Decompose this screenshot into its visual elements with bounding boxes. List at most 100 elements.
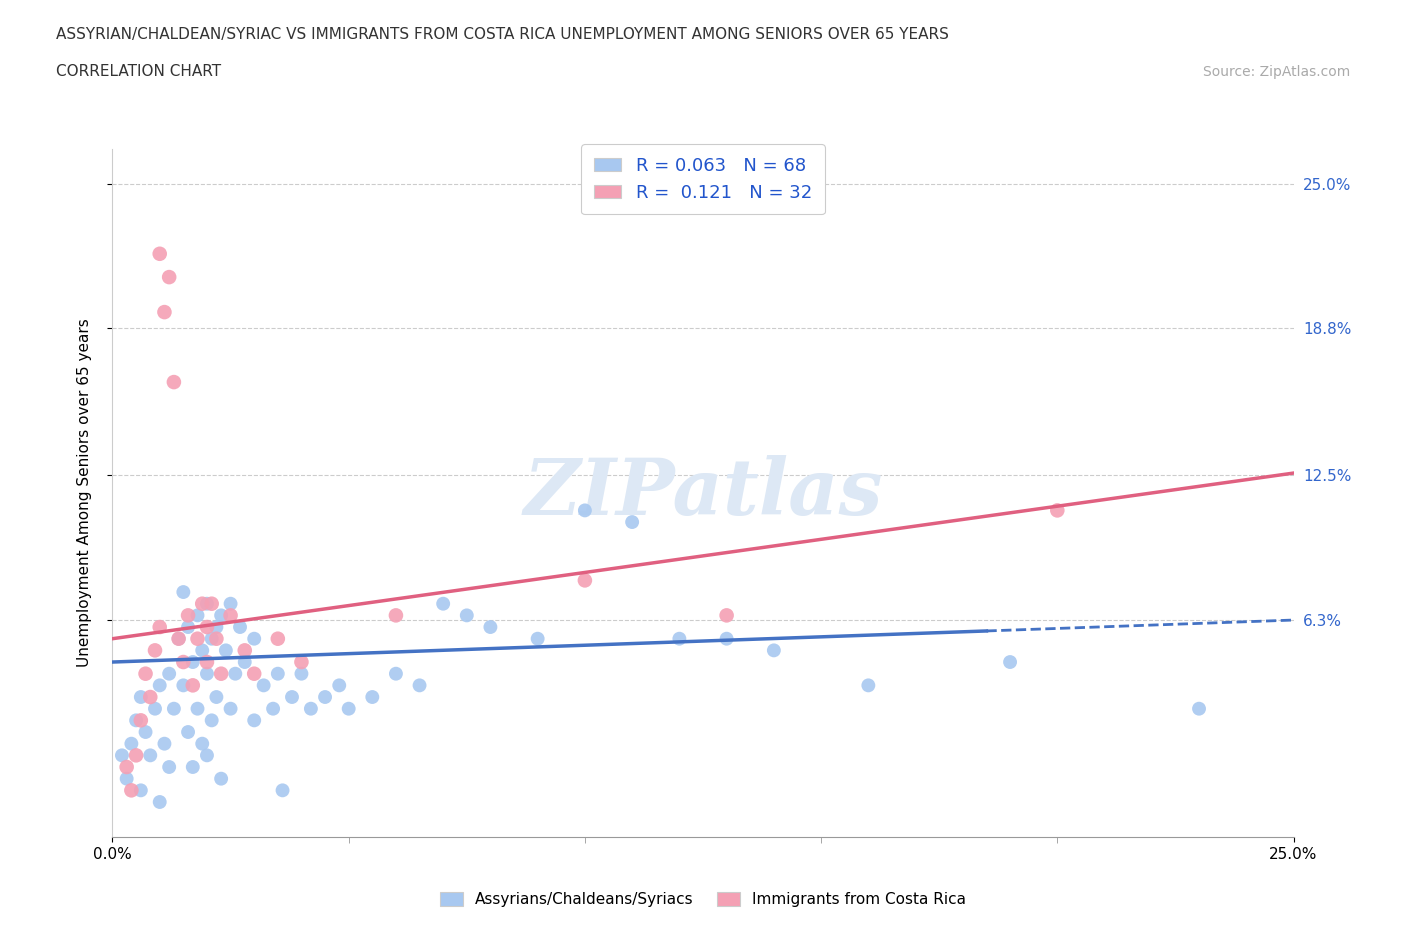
Point <box>129 689 152 704</box>
Point <box>177 724 200 739</box>
Point <box>205 619 228 634</box>
Point <box>998 655 1021 670</box>
Point <box>115 771 138 786</box>
Point <box>243 631 266 646</box>
Point <box>205 689 228 704</box>
Point <box>408 678 430 693</box>
Point <box>163 375 186 390</box>
Legend: R = 0.063   N = 68, R =  0.121   N = 32: R = 0.063 N = 68, R = 0.121 N = 32 <box>582 144 824 215</box>
Point <box>281 689 304 704</box>
Point <box>181 655 204 670</box>
Point <box>229 619 252 634</box>
Point <box>385 608 408 623</box>
Point <box>215 643 238 658</box>
Point <box>177 608 200 623</box>
Point <box>456 608 478 623</box>
Point <box>195 655 218 670</box>
Point <box>233 643 256 658</box>
Point <box>299 701 322 716</box>
Point <box>195 666 218 681</box>
Point <box>120 783 142 798</box>
Point <box>149 794 172 809</box>
Point <box>233 655 256 670</box>
Point <box>201 713 224 728</box>
Point <box>143 643 166 658</box>
Point <box>135 666 157 681</box>
Point <box>153 737 176 751</box>
Point <box>224 666 246 681</box>
Point <box>574 503 596 518</box>
Y-axis label: Unemployment Among Seniors over 65 years: Unemployment Among Seniors over 65 years <box>77 319 91 668</box>
Point <box>526 631 548 646</box>
Point <box>243 713 266 728</box>
Point <box>201 596 224 611</box>
Point <box>125 748 148 763</box>
Point <box>337 701 360 716</box>
Point <box>858 678 880 693</box>
Point <box>209 608 232 623</box>
Text: ZIPatlas: ZIPatlas <box>523 455 883 531</box>
Point <box>762 643 785 658</box>
Point <box>328 678 350 693</box>
Point <box>253 678 276 693</box>
Point <box>115 760 138 775</box>
Text: ASSYRIAN/CHALDEAN/SYRIAC VS IMMIGRANTS FROM COSTA RICA UNEMPLOYMENT AMONG SENIOR: ASSYRIAN/CHALDEAN/SYRIAC VS IMMIGRANTS F… <box>56 27 949 42</box>
Point <box>186 608 208 623</box>
Point <box>191 737 214 751</box>
Point <box>139 689 162 704</box>
Point <box>1188 701 1211 716</box>
Point <box>129 783 152 798</box>
Point <box>716 608 738 623</box>
Legend: Assyrians/Chaldeans/Syriacs, Immigrants from Costa Rica: Assyrians/Chaldeans/Syriacs, Immigrants … <box>434 885 972 913</box>
Point <box>181 760 204 775</box>
Point <box>177 619 200 634</box>
Point <box>163 701 186 716</box>
Point <box>167 631 190 646</box>
Point <box>219 596 242 611</box>
Point <box>205 631 228 646</box>
Point <box>1046 503 1069 518</box>
Point <box>149 246 172 261</box>
Point <box>219 608 242 623</box>
Point <box>157 760 180 775</box>
Point <box>290 655 312 670</box>
Point <box>267 631 290 646</box>
Point <box>149 619 172 634</box>
Point <box>120 737 142 751</box>
Point <box>195 748 218 763</box>
Point <box>153 305 176 320</box>
Point <box>186 631 208 646</box>
Point <box>172 585 194 600</box>
Point <box>125 713 148 728</box>
Point <box>209 771 232 786</box>
Point <box>143 701 166 716</box>
Point <box>479 619 502 634</box>
Point <box>157 666 180 681</box>
Point <box>167 631 190 646</box>
Point <box>195 619 218 634</box>
Point <box>195 596 218 611</box>
Point <box>621 514 644 529</box>
Point <box>191 643 214 658</box>
Point <box>361 689 384 704</box>
Point <box>574 573 596 588</box>
Point <box>172 655 194 670</box>
Point <box>262 701 284 716</box>
Point <box>209 666 232 681</box>
Point <box>271 783 294 798</box>
Point <box>243 666 266 681</box>
Text: CORRELATION CHART: CORRELATION CHART <box>56 64 221 79</box>
Point <box>139 748 162 763</box>
Point <box>157 270 180 285</box>
Point <box>149 678 172 693</box>
Point <box>432 596 454 611</box>
Point <box>181 678 204 693</box>
Point <box>111 748 134 763</box>
Point <box>201 631 224 646</box>
Point <box>129 713 152 728</box>
Text: Source: ZipAtlas.com: Source: ZipAtlas.com <box>1202 65 1350 79</box>
Point <box>267 666 290 681</box>
Point <box>191 596 214 611</box>
Point <box>219 701 242 716</box>
Point <box>186 701 208 716</box>
